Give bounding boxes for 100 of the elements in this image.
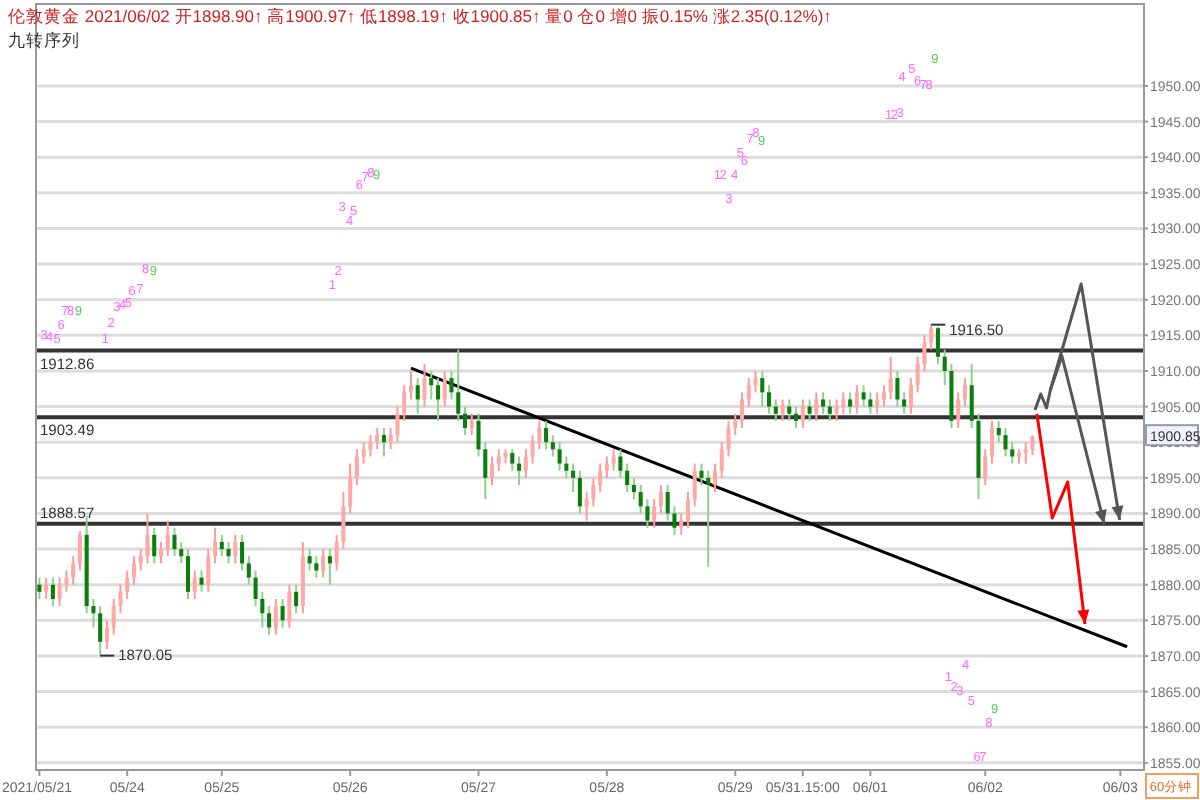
candlestick bbox=[611, 448, 616, 472]
candlestick bbox=[760, 369, 765, 408]
candlestick bbox=[361, 441, 366, 465]
candlestick bbox=[165, 519, 170, 558]
candlestick bbox=[57, 576, 62, 608]
candlestick bbox=[280, 597, 285, 629]
candlestick bbox=[219, 533, 224, 558]
candlestick bbox=[348, 462, 353, 515]
candlestick bbox=[652, 498, 657, 529]
candlestick bbox=[692, 462, 697, 508]
candlestick bbox=[821, 391, 826, 415]
candlestick bbox=[273, 597, 278, 636]
candlestick bbox=[104, 619, 109, 650]
candlestick bbox=[787, 398, 792, 422]
candlestick bbox=[233, 533, 238, 565]
candlestick bbox=[456, 348, 461, 422]
candlestick bbox=[935, 325, 940, 365]
candlestick bbox=[172, 526, 177, 558]
candlestick bbox=[226, 540, 231, 565]
candlestick bbox=[307, 548, 312, 572]
candlestick bbox=[544, 419, 549, 451]
candlestick bbox=[800, 398, 805, 429]
candlestick bbox=[37, 576, 42, 600]
candlestick bbox=[848, 391, 853, 415]
candlestick bbox=[739, 391, 745, 429]
candlestick bbox=[706, 469, 711, 568]
candlestick bbox=[206, 548, 211, 593]
candlestick bbox=[71, 555, 76, 586]
candlestick bbox=[881, 384, 886, 408]
candlestick bbox=[246, 555, 251, 586]
candlestick bbox=[50, 576, 55, 608]
candlestick bbox=[354, 448, 359, 486]
candlestick bbox=[861, 384, 866, 408]
candlestick bbox=[679, 512, 684, 536]
candlestick bbox=[199, 569, 204, 593]
candlestick bbox=[395, 405, 400, 444]
candlestick bbox=[773, 398, 778, 422]
candlestick bbox=[767, 384, 772, 415]
candlestick bbox=[1003, 426, 1008, 458]
candlestick bbox=[192, 569, 197, 600]
candlestick bbox=[402, 384, 407, 422]
candlestick bbox=[902, 391, 907, 415]
candlestick bbox=[327, 548, 332, 586]
candlestick bbox=[841, 391, 846, 415]
candlestick bbox=[962, 377, 967, 408]
candlestick bbox=[550, 434, 555, 458]
candlestick bbox=[854, 384, 859, 415]
candlestick bbox=[152, 526, 157, 565]
candlestick bbox=[571, 462, 576, 494]
candlestick bbox=[523, 448, 528, 479]
candlestick bbox=[287, 583, 292, 629]
candlestick bbox=[794, 405, 799, 429]
candlestick bbox=[631, 476, 636, 501]
candlestick bbox=[510, 448, 515, 472]
candlestick bbox=[517, 455, 522, 486]
candlestick bbox=[314, 555, 319, 579]
candlestick bbox=[827, 398, 832, 422]
candlestick bbox=[422, 362, 427, 408]
candlestick bbox=[490, 455, 495, 486]
candlestick bbox=[557, 441, 562, 472]
candlestick bbox=[746, 377, 751, 408]
candlestick bbox=[158, 540, 164, 565]
candlestick bbox=[618, 448, 623, 479]
candlestick bbox=[145, 512, 150, 565]
candlestick bbox=[888, 355, 893, 401]
candlestick bbox=[834, 398, 839, 422]
candlestick bbox=[604, 455, 609, 479]
candlestick bbox=[368, 434, 373, 458]
candlestick bbox=[807, 398, 812, 422]
candlestick bbox=[131, 555, 136, 586]
candlestick bbox=[381, 426, 386, 458]
candlestick bbox=[658, 483, 663, 515]
candlestick bbox=[240, 533, 245, 572]
candlestick bbox=[294, 583, 299, 615]
candlestick bbox=[996, 419, 1001, 444]
candlestick bbox=[44, 576, 49, 600]
candlestick bbox=[375, 426, 380, 451]
candlestick bbox=[814, 391, 819, 422]
candlestick bbox=[185, 548, 191, 600]
candlestick bbox=[98, 605, 103, 657]
candlestick bbox=[929, 323, 934, 351]
candlestick bbox=[415, 377, 420, 415]
candlestick bbox=[442, 369, 447, 408]
candlestick bbox=[125, 569, 130, 600]
candlestick bbox=[577, 469, 582, 515]
candlestick bbox=[598, 462, 603, 494]
candlestick bbox=[469, 412, 474, 437]
chart-title: 伦敦黄金 2021/06/02 开1898.90↑ 高1900.97↑ 低1898.19↑ 收1900.85↑ 量0 仓0 增0 振0.15% 涨2.35(0.12%)↑ bbox=[8, 6, 832, 26]
candlestick bbox=[780, 398, 785, 422]
candlestick bbox=[956, 391, 961, 429]
candlestick bbox=[908, 377, 913, 415]
candlestick bbox=[712, 462, 718, 494]
candlestick bbox=[435, 377, 441, 422]
candlestick bbox=[983, 448, 988, 486]
candlestick bbox=[989, 419, 995, 465]
text: 九转序列 bbox=[8, 30, 80, 50]
candlestick bbox=[685, 491, 690, 529]
candlestick bbox=[625, 462, 630, 494]
candlestick bbox=[875, 391, 880, 415]
candlestick bbox=[1030, 434, 1035, 457]
